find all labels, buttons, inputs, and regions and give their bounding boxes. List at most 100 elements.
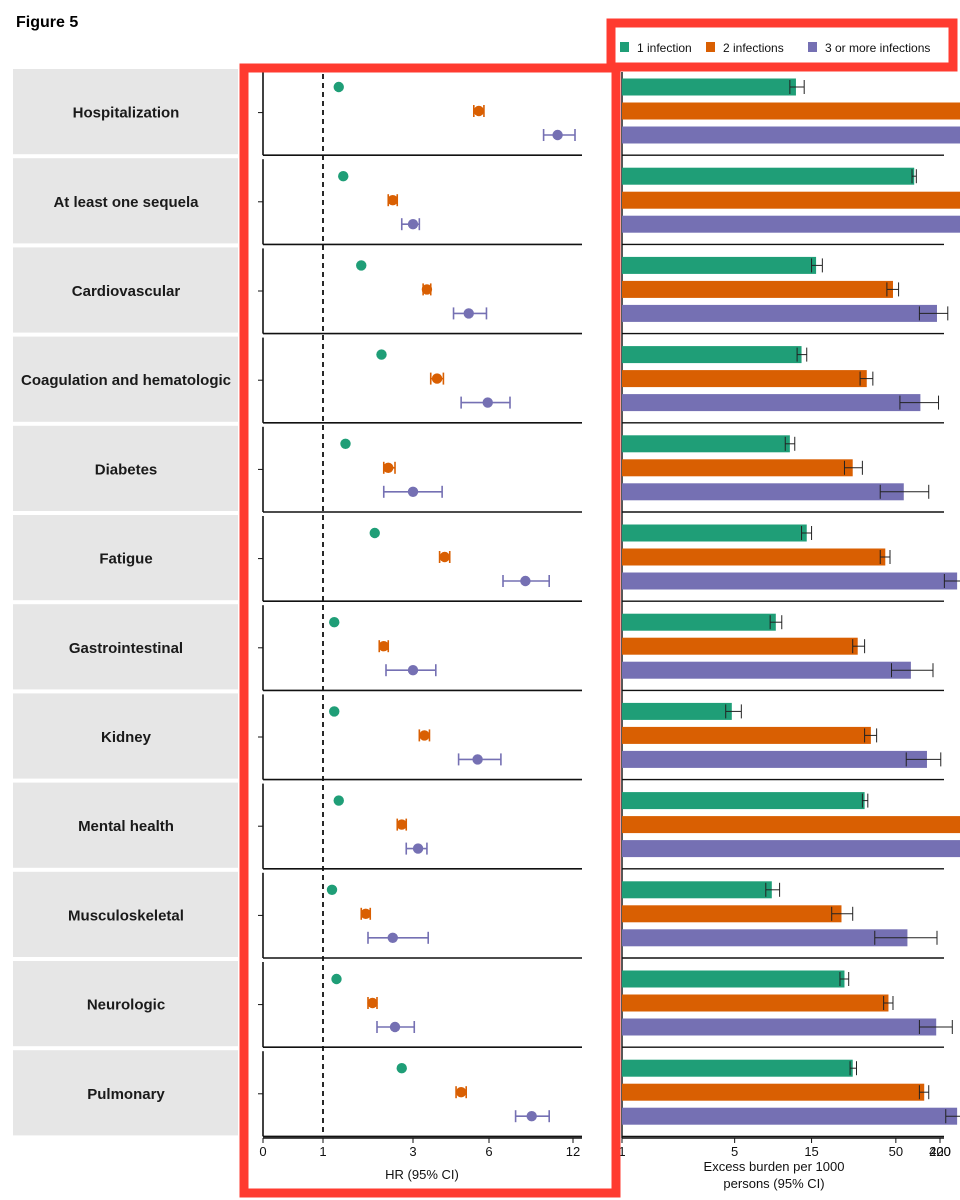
highlight-box-legend (606, 18, 958, 72)
x-tick-label: 3 (409, 1144, 416, 1159)
bar-x-tick-label: 420 (929, 1144, 951, 1159)
bar (622, 994, 889, 1012)
bar (622, 215, 960, 233)
row-label: Neurologic (87, 997, 165, 1014)
row-label-bg (13, 158, 238, 244)
bar (622, 483, 904, 501)
hr-point (360, 908, 371, 919)
legend-label: 2 infections (723, 41, 784, 55)
bar (622, 346, 802, 364)
hr-point (396, 1063, 407, 1074)
row-label: Kidney (101, 729, 152, 746)
row-label: Hospitalization (73, 105, 180, 122)
legend-label: 1 infection (637, 41, 692, 55)
hr-point (407, 665, 419, 676)
row-label-bg (13, 693, 238, 779)
hr-point (407, 486, 419, 497)
bar (622, 702, 732, 720)
hr-point (520, 575, 531, 587)
bar (622, 637, 858, 655)
row-label: Cardiovascular (72, 283, 181, 300)
bar (622, 1083, 925, 1101)
row-label-bg (13, 961, 238, 1047)
forest-plot: 0 1 3 6 12 HR (95% CI) (258, 70, 582, 1182)
bar (622, 394, 921, 412)
hr-point (455, 1087, 467, 1098)
row-label-bg (13, 515, 238, 601)
hr-point (463, 308, 474, 319)
hr-point (412, 843, 424, 854)
bar (622, 126, 960, 144)
bar (622, 905, 842, 923)
bar (622, 191, 960, 209)
hr-point (472, 754, 483, 765)
hr-point (482, 397, 493, 408)
x-tick-label: 1 (319, 1144, 326, 1159)
bar (622, 304, 937, 322)
hr-point (383, 462, 394, 473)
row-labels: Hospitalization At least one sequela Cardi… (13, 69, 238, 1136)
row-label-bg (13, 604, 238, 690)
hr-point (376, 349, 387, 360)
row-label-bg (13, 425, 238, 511)
hr-point (378, 641, 389, 652)
bar (622, 929, 908, 947)
legend-label: 3 or more infections (825, 41, 930, 55)
hr-point (387, 932, 398, 943)
row-label-bg (13, 871, 238, 957)
legend: 1 infection 2 infections 3 or more infecti… (620, 41, 930, 55)
x-axis-label: HR (95% CI) (385, 1167, 459, 1182)
bar-x-tick-label: 1 (618, 1144, 625, 1159)
x-tick-label: 6 (485, 1144, 492, 1159)
hr-point (356, 260, 367, 271)
bar (622, 572, 958, 590)
bar (622, 280, 893, 298)
hr-point (333, 795, 344, 806)
bar (622, 881, 772, 899)
hr-point (396, 819, 407, 830)
bar (622, 1107, 958, 1125)
hr-point (421, 284, 433, 295)
bar-x-tick-label: 50 (889, 1144, 903, 1159)
hr-point (326, 884, 338, 895)
bar (622, 524, 807, 542)
hr-point (331, 973, 342, 985)
row-label: Coagulation and hematologic (21, 372, 231, 389)
hr-point (439, 551, 450, 563)
hr-point (419, 730, 430, 741)
row-label: At least one sequela (53, 194, 199, 211)
bar (622, 816, 960, 834)
bar (622, 102, 960, 120)
bar (622, 167, 915, 185)
row-label-bg (13, 69, 238, 155)
legend-swatch (620, 42, 629, 52)
bar-x-axis-label-line2: persons (95% CI) (723, 1176, 824, 1191)
hr-point (338, 171, 349, 182)
row-label-bg (13, 1050, 238, 1136)
hr-point (367, 997, 378, 1009)
hr-point (526, 1111, 537, 1122)
bar (622, 613, 776, 631)
hr-point (407, 219, 419, 230)
hr-point (552, 129, 563, 141)
bar (622, 435, 790, 453)
hr-point (340, 438, 351, 449)
x-tick-label: 0 (259, 1144, 266, 1159)
bar (622, 370, 867, 388)
bar (622, 792, 865, 810)
hr-point (369, 527, 380, 539)
hr-point (473, 105, 485, 117)
x-tick-label: 12 (566, 1144, 580, 1159)
hr-point (387, 195, 398, 206)
bar (622, 78, 796, 96)
bar-x-tick-label: 200 (929, 1144, 951, 1159)
bar (622, 1059, 853, 1077)
row-label: Diabetes (95, 461, 158, 478)
row-label: Gastrointestinal (69, 640, 183, 657)
bar (622, 1018, 937, 1036)
row-label-bg (13, 782, 238, 868)
bar (622, 970, 845, 988)
bar (622, 548, 886, 566)
